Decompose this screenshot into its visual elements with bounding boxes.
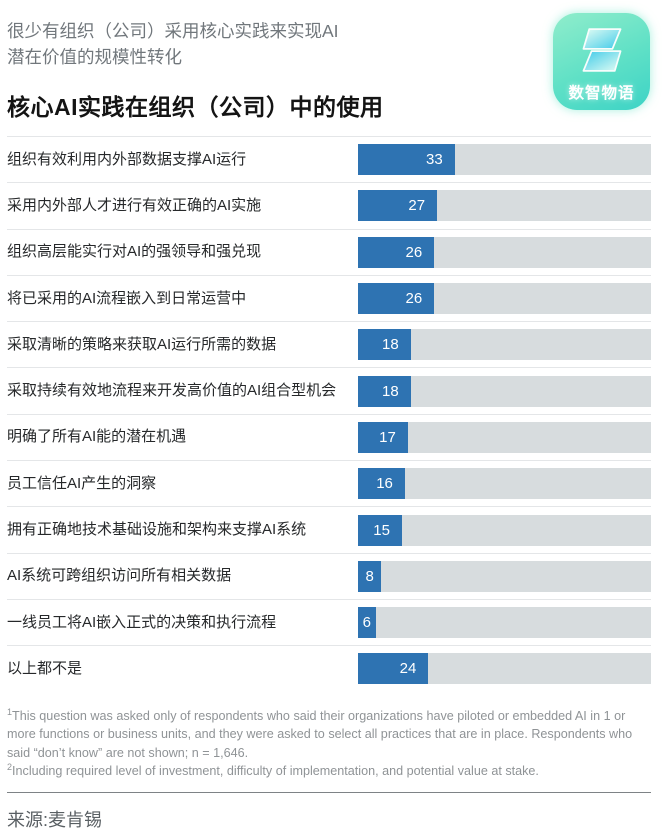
bar-chart: 组织有效利用内外部数据支撑AI运行 33 采用内外部人才进行有效正确的AI实施 … bbox=[7, 136, 651, 692]
chart-row: 组织高层能实行对AI的强领导和强兑现 26 bbox=[7, 228, 651, 275]
row-label: 组织高层能实行对AI的强领导和强兑现 bbox=[7, 243, 262, 261]
bar-value-label: 26 bbox=[405, 243, 423, 261]
bar-value-label: 15 bbox=[373, 521, 390, 539]
row-label: 将已采用的AI流程嵌入到日常运营中 bbox=[7, 289, 247, 307]
bar-fill: 16 bbox=[358, 468, 405, 500]
chart-row: 采取持续有效地流程来开发高价值的AI组合型机会 18 bbox=[7, 367, 651, 413]
bar-fill: 6 bbox=[358, 607, 376, 639]
source-text: 来源:麦肯锡 bbox=[7, 809, 103, 830]
chart-row: 采取清晰的策略来获取AI运行所需的数据 18 bbox=[7, 321, 651, 367]
chart-row: 明确了所有AI能的潜在机遇 17 bbox=[7, 413, 651, 460]
bar-value-label: 33 bbox=[426, 151, 443, 169]
footnote-1: 1This question was asked only of respond… bbox=[7, 707, 651, 763]
subtitle-line-1: 很少有组织（公司）采用核心实践来实现AI bbox=[7, 21, 339, 41]
bar-value-label: 6 bbox=[362, 614, 371, 632]
divider bbox=[7, 791, 651, 793]
footnote-2: 2Including required level of investment,… bbox=[7, 762, 651, 781]
row-label: 明确了所有AI能的潜在机遇 bbox=[7, 428, 187, 446]
chart-row: 将已采用的AI流程嵌入到日常运营中 26 bbox=[7, 274, 651, 321]
bar-fill: 26 bbox=[358, 236, 435, 268]
bar-track: 17 bbox=[358, 421, 651, 453]
subtitle-line-2: 潜在价值的规模性转化 bbox=[7, 47, 182, 67]
bar-track: 26 bbox=[358, 236, 651, 268]
bar-value-label: 26 bbox=[405, 290, 423, 308]
row-label: 采取持续有效地流程来开发高价值的AI组合型机会 bbox=[7, 382, 337, 400]
bar-fill: 17 bbox=[358, 421, 408, 453]
bar-value-label: 27 bbox=[408, 197, 426, 215]
bar-fill: 8 bbox=[358, 560, 382, 592]
row-label: 组织有效利用内外部数据支撑AI运行 bbox=[7, 150, 247, 168]
brand-logo-text: 数智物语 bbox=[568, 85, 635, 102]
bar-value-label: 17 bbox=[379, 428, 396, 446]
bar-value-label: 8 bbox=[365, 567, 374, 585]
footnote-1-marker: 1 bbox=[7, 706, 13, 717]
bar-fill: 27 bbox=[358, 190, 438, 222]
bar-track: 18 bbox=[358, 329, 651, 361]
footnote-1-text: This question was asked only of responde… bbox=[7, 708, 633, 760]
chart-row: 一线员工将AI嵌入正式的决策和执行流程 6 bbox=[7, 598, 651, 645]
bar-track: 24 bbox=[358, 653, 651, 685]
footnote-2-text: Including required level of investment, … bbox=[12, 764, 539, 779]
bar-fill: 33 bbox=[358, 144, 455, 176]
bar-value-label: 24 bbox=[399, 660, 417, 678]
bar-track: 26 bbox=[358, 283, 651, 315]
infographic-page: 很少有组织（公司）采用核心实践来实现AI 潜在价值的规模性转化 数智物语 核心A… bbox=[7, 13, 651, 830]
bar-fill: 24 bbox=[358, 653, 429, 685]
bar-fill: 18 bbox=[358, 375, 411, 407]
chart-row: 采用内外部人才进行有效正确的AI实施 27 bbox=[7, 182, 651, 228]
footnote-2-marker: 2 bbox=[7, 761, 13, 772]
chart-row: 员工信任AI产生的洞察 16 bbox=[7, 460, 651, 506]
brand-logo: 数智物语 bbox=[553, 13, 650, 110]
bar-track: 6 bbox=[358, 607, 651, 639]
row-label: AI系统可跨组织访问所有相关数据 bbox=[7, 567, 232, 585]
bar-track: 18 bbox=[358, 375, 651, 407]
bar-track: 27 bbox=[358, 190, 651, 222]
bar-track: 33 bbox=[358, 144, 651, 176]
chart-row: AI系统可跨组织访问所有相关数据 8 bbox=[7, 552, 651, 599]
row-label: 采用内外部人才进行有效正确的AI实施 bbox=[7, 196, 262, 214]
chart-title: 核心AI实践在组织（公司）中的使用 bbox=[7, 94, 384, 120]
chart-row: 以上都不是 24 bbox=[7, 645, 651, 691]
bar-value-label: 16 bbox=[376, 475, 393, 493]
chart-row: 组织有效利用内外部数据支撑AI运行 33 bbox=[7, 136, 651, 182]
bar-fill: 18 bbox=[358, 329, 411, 361]
chart-row: 拥有正确地技术基础设施和架构来支撑AI系统 15 bbox=[7, 506, 651, 552]
row-label: 拥有正确地技术基础设施和架构来支撑AI系统 bbox=[7, 521, 307, 539]
bar-value-label: 18 bbox=[382, 382, 399, 400]
row-label: 员工信任AI产生的洞察 bbox=[7, 474, 157, 492]
brand-z-icon bbox=[582, 28, 621, 72]
footnotes: 1This question was asked only of respond… bbox=[7, 707, 651, 781]
bar-fill: 26 bbox=[358, 283, 435, 315]
row-label: 一线员工将AI嵌入正式的决策和执行流程 bbox=[7, 613, 277, 631]
bar-value-label: 18 bbox=[382, 336, 399, 354]
bar-track: 15 bbox=[358, 514, 651, 546]
page-subtitle: 很少有组织（公司）采用核心实践来实现AI 潜在价值的规模性转化 bbox=[7, 14, 651, 70]
row-label: 以上都不是 bbox=[7, 659, 83, 677]
row-label: 采取清晰的策略来获取AI运行所需的数据 bbox=[7, 335, 277, 353]
bar-track: 8 bbox=[358, 560, 651, 592]
bar-fill: 15 bbox=[358, 514, 402, 546]
bar-track: 16 bbox=[358, 468, 651, 500]
